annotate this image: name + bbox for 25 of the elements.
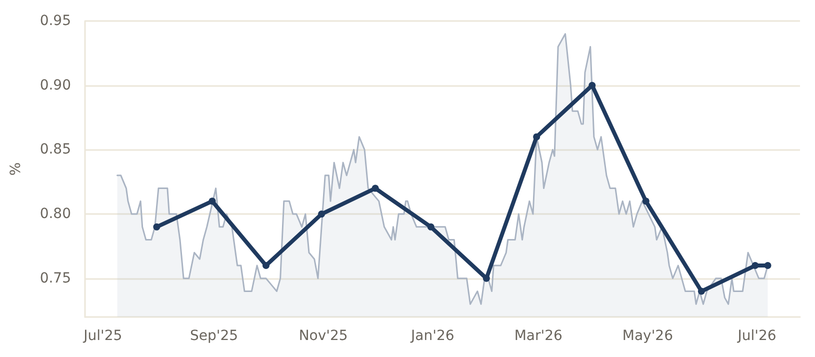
x-tick-label: Sep'25 <box>190 328 238 344</box>
point <box>764 262 772 270</box>
point <box>752 262 759 270</box>
x-tick-label: May'26 <box>622 328 674 344</box>
x-tick-label: Jul'26 <box>736 328 776 344</box>
point <box>318 210 326 218</box>
y-tick-label: 0.95 <box>40 13 71 29</box>
x-tick-label: Jan'26 <box>410 328 454 344</box>
x-tick-label: Jul'25 <box>82 328 122 344</box>
point <box>427 223 434 230</box>
point <box>642 198 650 205</box>
point <box>262 262 270 270</box>
point <box>698 288 705 295</box>
point <box>372 184 379 192</box>
y-axis-title: % <box>8 162 24 176</box>
y-tick-label: 0.90 <box>40 77 71 94</box>
point <box>588 82 596 89</box>
point <box>208 198 216 205</box>
y-tick-label: 0.75 <box>40 270 71 286</box>
x-tick-label: Nov'25 <box>298 328 348 344</box>
y-tick-label: 0.80 <box>40 206 71 222</box>
point <box>533 133 540 140</box>
point <box>153 223 160 230</box>
y-tick-label: 0.85 <box>40 142 71 158</box>
x-tick-label: Mar'26 <box>514 328 562 344</box>
